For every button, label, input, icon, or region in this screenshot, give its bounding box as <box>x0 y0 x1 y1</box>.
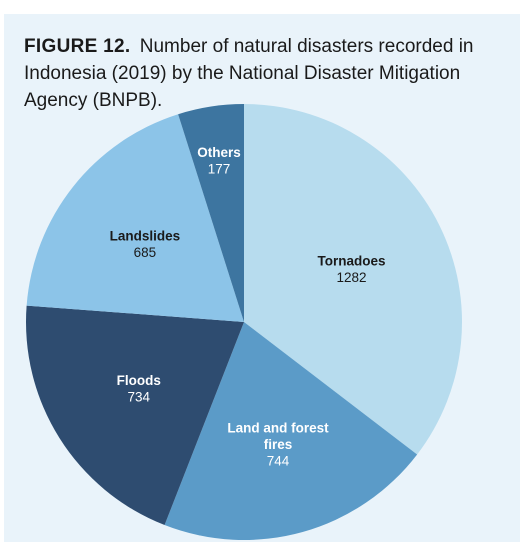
slice-label-land-and-forest-fires-line-2: fires <box>264 437 293 452</box>
slice-label-floods: Floods <box>117 373 161 388</box>
figure-caption: Number of natural disasters recorded in … <box>24 36 474 111</box>
pie-slice-tornadoes <box>244 104 462 455</box>
pie-slice-floods <box>26 305 244 526</box>
slice-value-others: 177 <box>208 162 231 177</box>
pie-slices <box>26 104 462 540</box>
figure-label: FIGURE 12. <box>24 36 131 57</box>
slice-value-floods: 734 <box>128 389 151 404</box>
slice-value-landslides: 685 <box>134 245 157 260</box>
slice-label-land-and-forest-fires-line-1: Land and forest <box>227 420 329 435</box>
slice-label-others: Others <box>197 145 241 160</box>
pie-slice-land-and-forest-fires <box>164 322 418 540</box>
slice-value-tornadoes: 1282 <box>336 270 366 285</box>
slice-value-land-and-forest-fires: 744 <box>267 453 290 468</box>
slice-label-tornadoes: Tornadoes <box>317 254 385 269</box>
pie-slice-others <box>178 104 244 322</box>
pie-slice-landslides <box>26 114 245 322</box>
figure-title: FIGURE 12. Number of natural disasters r… <box>24 33 494 114</box>
slice-label-landslides: Landslides <box>110 228 181 243</box>
